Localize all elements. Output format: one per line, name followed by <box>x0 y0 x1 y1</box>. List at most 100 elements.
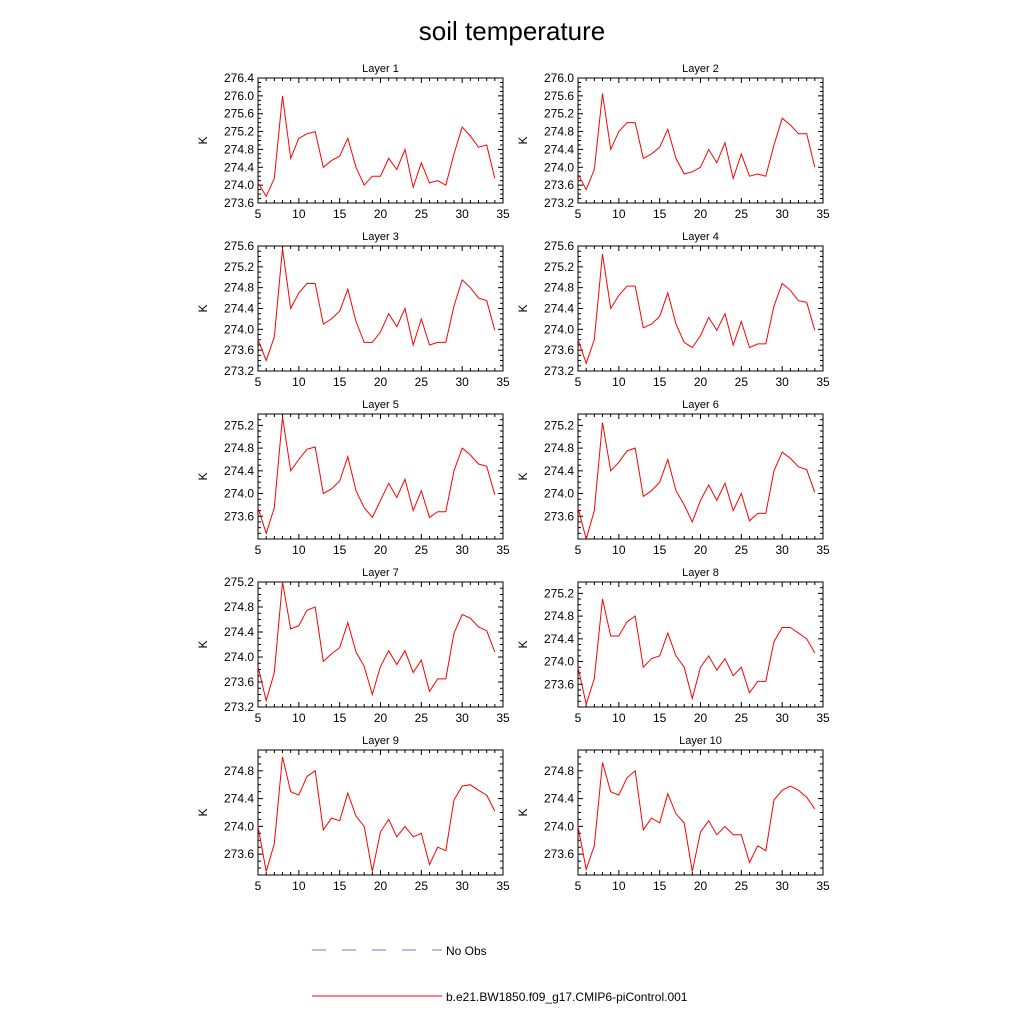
x-tick-label: 35 <box>496 207 510 221</box>
panel-title: Layer 3 <box>362 231 399 243</box>
y-tick-label: 274.8 <box>224 600 254 614</box>
series-line-model <box>257 756 496 872</box>
y-tick-label: 273.2 <box>544 364 574 378</box>
panel-layer-1: Layer 1 K 5 10 15 20 25 30 35 273.6 274.0 274.4 274.… <box>196 63 510 221</box>
x-tick-label: 15 <box>333 543 347 557</box>
y-tick-label: 274.4 <box>224 160 254 174</box>
x-tick-label: 15 <box>333 711 347 725</box>
y-tick-label: 274.8 <box>224 441 254 455</box>
y-tick-label: 275.6 <box>544 239 574 253</box>
y-tick-label: 274.0 <box>544 487 574 501</box>
series-line-model <box>257 95 496 198</box>
panel-title: Layer 6 <box>682 399 719 411</box>
y-tick-label: 274.0 <box>224 819 254 833</box>
y-tick-label: 275.6 <box>224 239 254 253</box>
x-tick-label: 20 <box>374 711 388 725</box>
y-tick-label: 274.4 <box>544 142 574 156</box>
series-line-model <box>577 762 816 872</box>
y-tick-label: 274.4 <box>224 302 254 316</box>
panel-layer-6: Layer 6 K 5 10 15 20 25 30 35 273.6 274.0 274.4 274.… <box>516 399 830 557</box>
panel-layer-10: Layer 10 K 5 10 15 20 25 30 35 273.6 274.0 274.4 274… <box>516 735 830 893</box>
y-tick-label: 274.4 <box>544 792 574 806</box>
x-tick-label: 10 <box>292 879 306 893</box>
x-tick-label: 25 <box>735 375 749 389</box>
x-tick-label: 25 <box>735 207 749 221</box>
x-tick-label: 30 <box>455 375 469 389</box>
y-axis-label: K <box>516 808 530 816</box>
x-tick-label: 10 <box>612 207 626 221</box>
y-tick-label: 275.2 <box>224 125 254 139</box>
y-tick-label: 273.6 <box>544 343 574 357</box>
panel-title: Layer 1 <box>362 63 399 75</box>
plot-frame <box>257 581 504 708</box>
x-tick-label: 20 <box>694 207 708 221</box>
x-tick-label: 10 <box>612 879 626 893</box>
panel-layer-4: Layer 4 K 5 10 15 20 25 30 35 273.2 273.6 274.0 274.… <box>516 231 830 389</box>
x-tick-label: 35 <box>496 375 510 389</box>
y-axis-label: K <box>196 136 210 144</box>
y-tick-label: 274.0 <box>544 322 574 336</box>
x-tick-label: 20 <box>694 711 708 725</box>
x-tick-label: 15 <box>333 207 347 221</box>
plot-frame <box>577 749 824 876</box>
x-tick-label: 20 <box>694 543 708 557</box>
y-tick-label: 275.2 <box>544 418 574 432</box>
x-tick-label: 5 <box>255 543 262 557</box>
y-tick-label: 275.2 <box>224 575 254 589</box>
legend-label-model: b.e21.BW1850.f09_g17.CMIP6-piControl.001 <box>446 990 688 1004</box>
panel-layer-5: Layer 5 K 5 10 15 20 25 30 35 273.6 274.0 274.4 274.… <box>196 399 510 557</box>
x-tick-label: 15 <box>653 711 667 725</box>
y-axis-label: K <box>196 304 210 312</box>
panels-grid: Layer 1 K 5 10 15 20 25 30 35 273.6 274.0 274.4 274.… <box>196 63 830 893</box>
panel-title: Layer 8 <box>682 567 719 579</box>
y-tick-label: 274.4 <box>544 632 574 646</box>
plot-frame <box>577 581 824 708</box>
y-tick-label: 274.0 <box>544 655 574 669</box>
series-line-model <box>577 422 816 541</box>
panel-title: Layer 4 <box>682 231 719 243</box>
x-tick-label: 30 <box>775 711 789 725</box>
y-axis-label: K <box>516 472 530 480</box>
y-axis-label: K <box>196 472 210 480</box>
x-tick-label: 10 <box>612 543 626 557</box>
x-tick-label: 20 <box>374 207 388 221</box>
y-tick-label: 273.6 <box>544 509 574 523</box>
y-tick-label: 276.4 <box>224 71 254 85</box>
x-tick-label: 10 <box>612 711 626 725</box>
x-tick-label: 5 <box>255 711 262 725</box>
x-tick-label: 10 <box>612 375 626 389</box>
series-line-model <box>577 253 816 365</box>
y-tick-label: 273.2 <box>544 196 574 210</box>
x-tick-label: 5 <box>575 543 582 557</box>
y-axis-label: K <box>516 304 530 312</box>
x-tick-label: 5 <box>255 879 262 893</box>
series-line-model <box>257 416 496 535</box>
y-tick-label: 275.2 <box>544 586 574 600</box>
y-tick-label: 273.6 <box>224 847 254 861</box>
plot-frame <box>257 77 504 204</box>
y-tick-label: 274.0 <box>224 487 254 501</box>
x-tick-label: 20 <box>374 543 388 557</box>
x-tick-label: 35 <box>496 543 510 557</box>
panel-layer-8: Layer 8 K 5 10 15 20 25 30 35 273.6 274.0 274.4 274.… <box>516 567 830 725</box>
y-tick-label: 275.6 <box>224 107 254 121</box>
x-tick-label: 15 <box>653 543 667 557</box>
x-tick-label: 30 <box>775 543 789 557</box>
y-tick-label: 273.6 <box>544 178 574 192</box>
x-tick-label: 15 <box>653 375 667 389</box>
x-tick-label: 5 <box>575 375 582 389</box>
y-tick-label: 274.8 <box>224 142 254 156</box>
y-tick-label: 274.4 <box>224 792 254 806</box>
y-tick-label: 274.8 <box>224 764 254 778</box>
series-line-model <box>257 581 496 703</box>
x-tick-label: 35 <box>816 207 830 221</box>
y-tick-label: 274.0 <box>224 322 254 336</box>
x-tick-label: 15 <box>653 207 667 221</box>
y-tick-label: 273.6 <box>224 509 254 523</box>
x-tick-label: 30 <box>455 207 469 221</box>
y-tick-label: 274.0 <box>544 819 574 833</box>
x-tick-label: 30 <box>455 879 469 893</box>
x-tick-label: 15 <box>333 375 347 389</box>
panel-title: Layer 2 <box>682 63 719 75</box>
y-tick-label: 275.2 <box>224 418 254 432</box>
